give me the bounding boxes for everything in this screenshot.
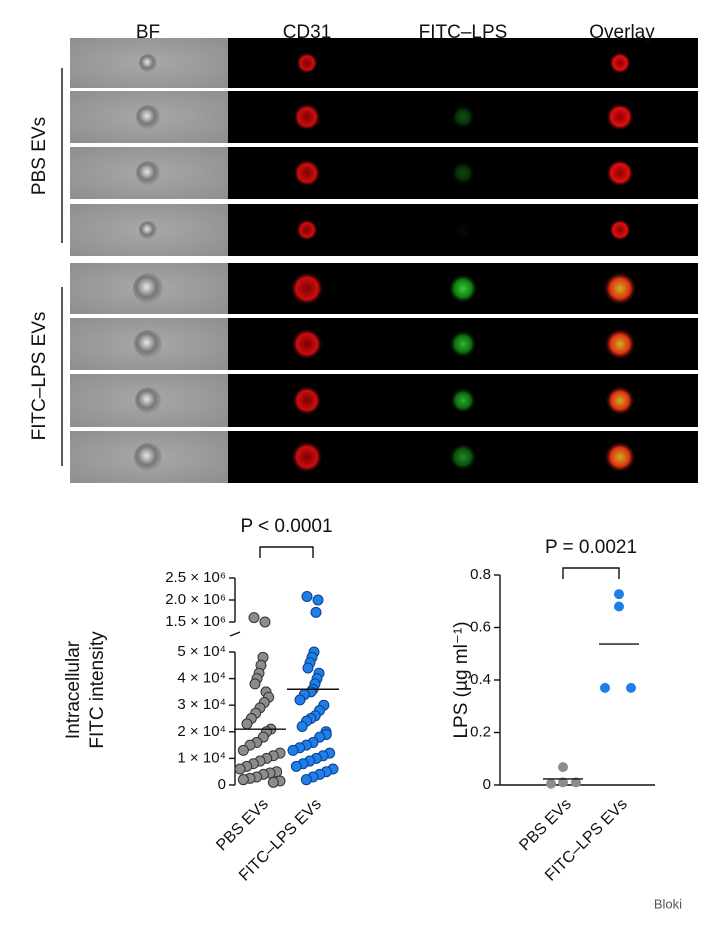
y-tick-label: 1 × 10⁴ bbox=[177, 749, 226, 766]
cell-fitc bbox=[449, 443, 477, 471]
y-tick-label: 0.6 bbox=[470, 618, 491, 635]
cell-cd31 bbox=[296, 219, 318, 241]
y-axis-label: FITC intensity bbox=[87, 631, 108, 749]
cell-cd31 bbox=[291, 441, 323, 473]
cell-cd31 bbox=[293, 103, 321, 131]
cell-bf bbox=[134, 443, 162, 471]
y-axis-label: LPS (µg ml⁻¹) bbox=[451, 621, 472, 738]
cell-fitc bbox=[454, 221, 472, 239]
data-point bbox=[302, 662, 314, 674]
y-tick-label: 0 bbox=[218, 776, 226, 793]
data-point bbox=[294, 694, 306, 706]
column-header: CD31 bbox=[283, 22, 332, 43]
cell-bf bbox=[136, 161, 160, 185]
y-tick-label: 1.5 × 10⁶ bbox=[165, 613, 226, 630]
image-cell bbox=[385, 38, 541, 88]
cell-bf bbox=[135, 387, 161, 414]
y-tick-label: 0 bbox=[483, 776, 491, 793]
data-point bbox=[237, 744, 249, 756]
cell-cd31 bbox=[290, 271, 324, 306]
column-header: Overlay bbox=[589, 22, 655, 43]
data-point bbox=[571, 777, 581, 788]
cell-bf bbox=[134, 330, 162, 358]
group-label: PBS EVs bbox=[29, 117, 50, 195]
cell-cd31 bbox=[292, 385, 322, 416]
cell-fitc bbox=[451, 161, 475, 185]
data-point bbox=[310, 606, 322, 618]
data-point bbox=[300, 774, 312, 786]
data-point bbox=[259, 616, 271, 628]
data-point bbox=[287, 744, 299, 756]
cell-bf bbox=[133, 273, 163, 304]
data-point bbox=[614, 601, 624, 612]
y-tick-label: 2 × 10⁴ bbox=[177, 723, 226, 740]
cell-bf bbox=[136, 105, 160, 129]
column-header: BF bbox=[136, 22, 160, 43]
axis-break bbox=[229, 631, 241, 637]
cell-overlay bbox=[604, 328, 636, 360]
data-point bbox=[296, 720, 308, 732]
cell-overlay bbox=[603, 271, 637, 306]
data-point bbox=[241, 718, 253, 730]
y-tick-label: 0.8 bbox=[470, 566, 491, 583]
cell-fitc bbox=[448, 273, 478, 304]
data-point bbox=[249, 678, 261, 690]
significance-bracket bbox=[259, 546, 314, 558]
cell-bf bbox=[139, 221, 157, 239]
cell-overlay bbox=[605, 385, 635, 416]
cell-cd31 bbox=[291, 328, 323, 360]
data-point bbox=[237, 774, 249, 786]
column-header: FITC–LPS bbox=[419, 22, 508, 43]
data-point bbox=[312, 594, 324, 606]
y-tick-label: 2.0 × 10⁶ bbox=[165, 591, 226, 608]
x-tick-label: PBS EVs bbox=[516, 796, 575, 855]
cell-overlay bbox=[604, 441, 636, 473]
data-point bbox=[600, 682, 610, 693]
data-point bbox=[301, 590, 313, 602]
y-tick-label: 2.5 × 10⁶ bbox=[165, 569, 226, 586]
data-point bbox=[234, 763, 246, 775]
data-point bbox=[546, 778, 556, 789]
significance-bracket bbox=[562, 567, 620, 579]
image-panel bbox=[70, 38, 698, 483]
p-value: P < 0.0001 bbox=[240, 516, 332, 537]
cell-overlay bbox=[606, 103, 634, 131]
cell-cd31 bbox=[296, 52, 318, 74]
y-tick-label: 4 × 10⁴ bbox=[177, 670, 226, 687]
y-tick-label: 0.4 bbox=[470, 671, 491, 688]
cell-fitc bbox=[449, 330, 477, 358]
p-value: P = 0.0021 bbox=[545, 537, 637, 558]
watermark: Bloki bbox=[654, 896, 682, 911]
cell-fitc bbox=[451, 105, 475, 129]
cell-overlay bbox=[609, 52, 631, 74]
cell-overlay bbox=[606, 159, 634, 187]
group-label: FITC–LPS EVs bbox=[29, 312, 50, 441]
y-tick-label: 3 × 10⁴ bbox=[177, 696, 226, 713]
cell-cd31 bbox=[293, 159, 321, 187]
data-point bbox=[558, 762, 568, 773]
y-tick-label: 5 × 10⁴ bbox=[177, 643, 226, 660]
data-point bbox=[248, 612, 260, 624]
cell-overlay bbox=[609, 219, 631, 241]
cell-fitc bbox=[450, 387, 476, 414]
y-axis-label: Intracellular bbox=[63, 640, 84, 739]
data-point bbox=[558, 777, 568, 788]
cell-bf bbox=[139, 54, 157, 72]
data-point bbox=[614, 589, 624, 600]
data-point bbox=[290, 760, 302, 772]
y-tick-label: 0.2 bbox=[470, 723, 491, 740]
data-point bbox=[267, 776, 279, 788]
data-point bbox=[626, 682, 636, 693]
